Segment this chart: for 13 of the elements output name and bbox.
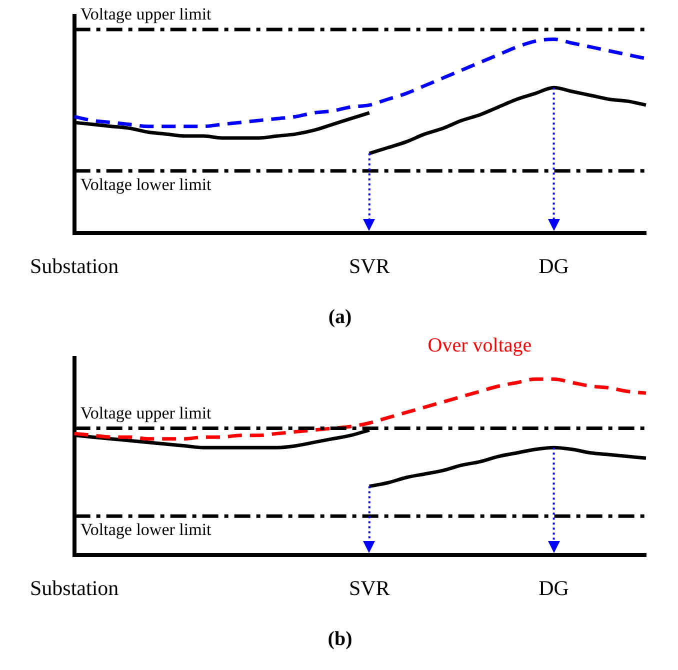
x-tick-label: Substation [30, 576, 120, 600]
ref-line-label: Voltage lower limit [80, 520, 212, 540]
ref-line-label: Voltage lower limit [80, 174, 212, 194]
x-tick-label: DG [538, 254, 569, 278]
text: Over voltage [428, 334, 532, 356]
x-tick-label: SVR [348, 254, 390, 278]
text: (a) [328, 306, 352, 328]
x-tick-label: Substation [30, 254, 120, 278]
x-tick-label: SVR [348, 576, 390, 600]
text: (b) [328, 628, 352, 650]
ref-line-label: Voltage upper limit [80, 403, 212, 422]
ref-line-label: Voltage upper limit [80, 4, 212, 24]
x-tick-label: DG [538, 576, 569, 600]
